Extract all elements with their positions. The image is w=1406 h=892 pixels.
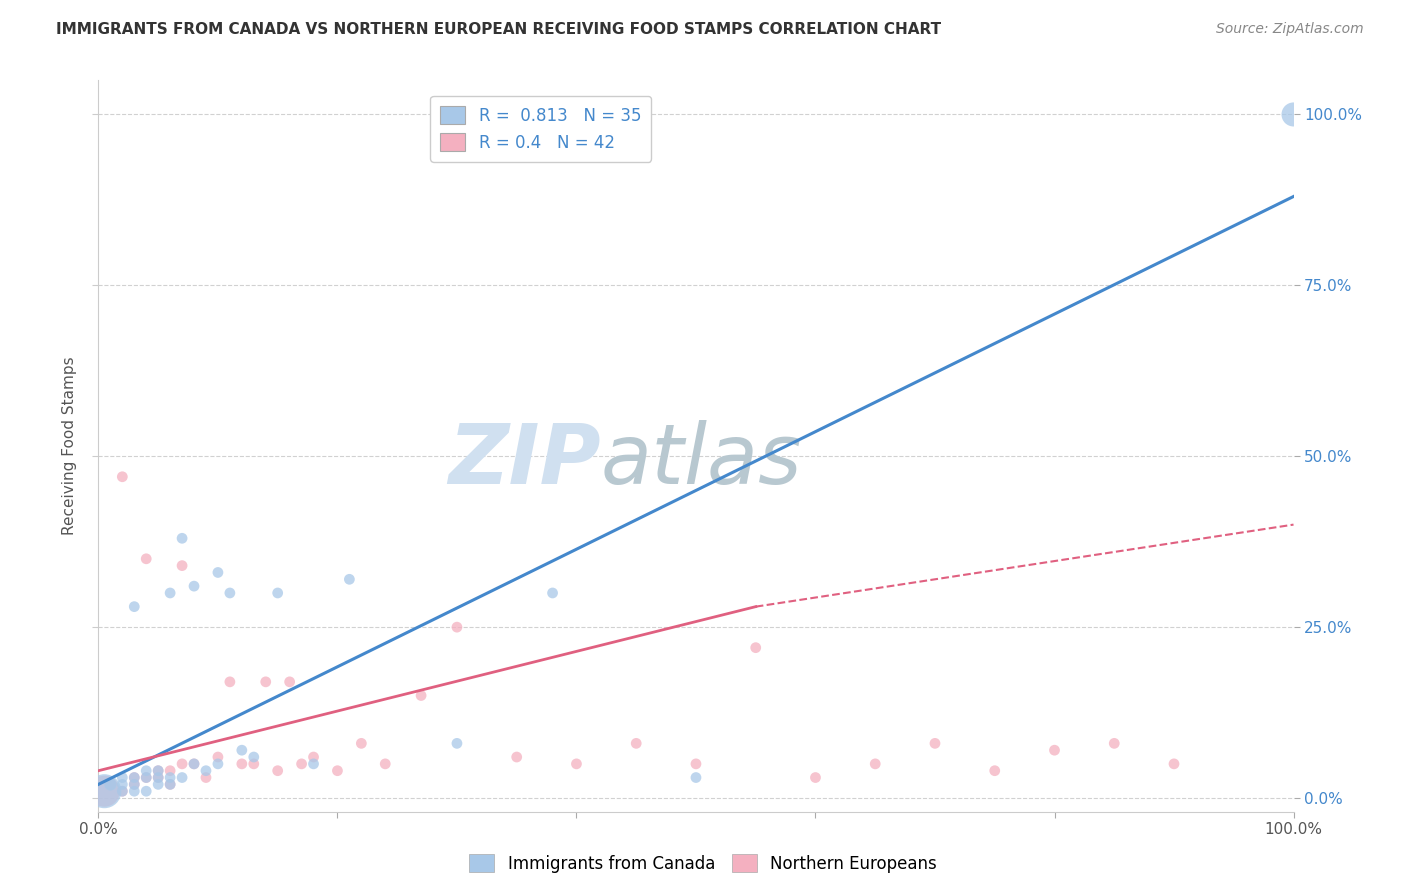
Point (924, 736, 946, 750)
Point (183, 579, 205, 593)
Point (302, 750, 325, 764)
Point (207, 750, 229, 764)
Point (135, 771, 157, 785)
Point (98, 777, 122, 791)
Point (135, 764, 157, 778)
Point (745, 640, 768, 655)
Point (111, 469, 134, 483)
Point (148, 777, 170, 791)
Point (411, 689, 433, 703)
Point (172, 558, 194, 573)
Point (135, 551, 157, 566)
Point (446, 736, 468, 750)
Point (159, 771, 181, 785)
Point (865, 756, 887, 771)
Point (291, 756, 314, 771)
Point (267, 586, 290, 600)
Text: Source: ZipAtlas.com: Source: ZipAtlas.com (1216, 22, 1364, 37)
Point (148, 764, 170, 778)
Point (350, 736, 373, 750)
Point (172, 771, 194, 785)
Point (183, 756, 205, 771)
Point (219, 674, 242, 689)
Point (1043, 743, 1066, 757)
Point (148, 771, 170, 785)
Point (124, 784, 146, 798)
Point (219, 586, 242, 600)
Point (1163, 756, 1185, 771)
Point (111, 771, 134, 785)
Text: atlas: atlas (600, 420, 801, 501)
Point (111, 784, 134, 798)
Point (195, 764, 218, 778)
Point (183, 756, 205, 771)
Point (243, 750, 266, 764)
Point (243, 756, 266, 771)
Point (207, 566, 229, 580)
Point (148, 771, 170, 785)
Point (159, 764, 181, 778)
Point (124, 777, 146, 791)
Point (93, 784, 115, 798)
Point (93, 784, 115, 798)
Point (231, 743, 253, 757)
Point (111, 784, 134, 798)
Point (124, 771, 146, 785)
Point (1282, 107, 1305, 121)
Text: IMMIGRANTS FROM CANADA VS NORTHERN EUROPEAN RECEIVING FOOD STAMPS CORRELATION CH: IMMIGRANTS FROM CANADA VS NORTHERN EUROP… (56, 22, 942, 37)
Point (278, 674, 301, 689)
Point (172, 756, 194, 771)
Point (267, 764, 290, 778)
Point (685, 771, 707, 785)
Point (302, 756, 325, 771)
Y-axis label: Receiving Food Stamps: Receiving Food Stamps (62, 357, 77, 535)
Text: ZIP: ZIP (447, 420, 600, 501)
Point (984, 764, 1007, 778)
Legend: Immigrants from Canada, Northern Europeans: Immigrants from Canada, Northern Europea… (463, 847, 943, 880)
Point (98, 777, 122, 791)
Point (207, 756, 229, 771)
Point (254, 674, 277, 689)
Point (506, 750, 529, 764)
Point (685, 756, 707, 771)
Point (159, 777, 181, 791)
Point (124, 777, 146, 791)
Point (1104, 736, 1126, 750)
Point (446, 620, 468, 634)
Point (111, 777, 134, 791)
Point (339, 572, 361, 586)
Point (374, 756, 396, 771)
Point (804, 771, 827, 785)
Point (626, 736, 648, 750)
Point (135, 771, 157, 785)
Point (159, 777, 181, 791)
Point (231, 756, 253, 771)
Point (124, 599, 146, 614)
Point (159, 586, 181, 600)
Legend: R =  0.813   N = 35, R = 0.4   N = 42: R = 0.813 N = 35, R = 0.4 N = 42 (430, 96, 651, 161)
Point (326, 764, 349, 778)
Point (565, 756, 588, 771)
Point (124, 771, 146, 785)
Point (172, 531, 194, 545)
Point (148, 764, 170, 778)
Point (195, 771, 218, 785)
Point (135, 784, 157, 798)
Point (541, 586, 564, 600)
